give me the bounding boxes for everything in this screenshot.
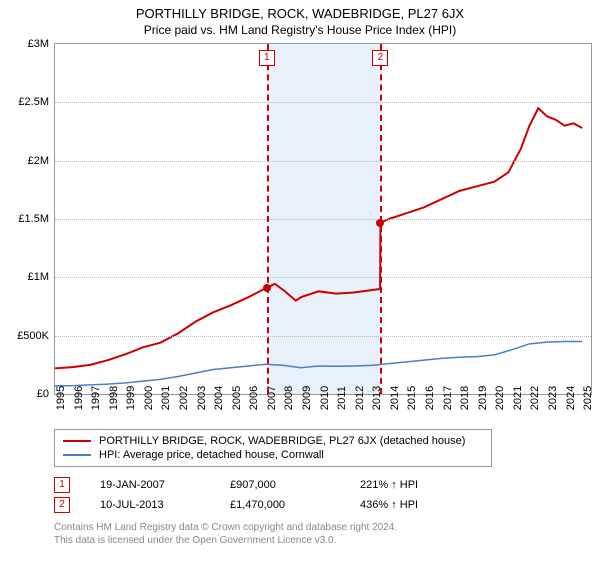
y-tick-label: £3M xyxy=(28,38,49,50)
series-hpi xyxy=(55,342,582,386)
legend-label: PORTHILLY BRIDGE, ROCK, WADEBRIDGE, PL27… xyxy=(99,435,465,447)
x-tick-label: 1996 xyxy=(73,386,85,410)
chart-container: PORTHILLY BRIDGE, ROCK, WADEBRIDGE, PL27… xyxy=(0,6,600,566)
x-tick-label: 2023 xyxy=(547,386,559,410)
event-number-box: 2 xyxy=(54,497,70,513)
event-price: £907,000 xyxy=(230,479,330,491)
legend-row: HPI: Average price, detached house, Corn… xyxy=(63,448,483,462)
event-dot xyxy=(263,284,271,292)
event-pct: 221% ↑ HPI xyxy=(360,479,460,491)
x-tick-label: 2009 xyxy=(301,386,313,410)
x-tick-label: 2004 xyxy=(213,386,225,410)
footer: Contains HM Land Registry data © Crown c… xyxy=(54,521,600,547)
x-tick-label: 2011 xyxy=(336,386,348,410)
x-tick-label: 2010 xyxy=(319,386,331,410)
x-tick-label: 1998 xyxy=(108,386,120,410)
legend-swatch xyxy=(63,440,91,442)
x-tick-label: 2002 xyxy=(178,386,190,410)
gridline xyxy=(55,336,591,337)
gridline xyxy=(55,277,591,278)
x-tick-label: 2005 xyxy=(231,386,243,410)
event-date: 19-JAN-2007 xyxy=(100,479,200,491)
x-tick-label: 2012 xyxy=(354,386,366,410)
event-number-box: 1 xyxy=(54,477,70,493)
event-date: 10-JUL-2013 xyxy=(100,499,200,511)
x-tick-label: 1995 xyxy=(55,386,67,410)
y-tick-label: £1M xyxy=(28,271,49,283)
chart-plot-area: £0£500K£1M£1.5M£2M£2.5M£3M19951996199719… xyxy=(54,43,592,395)
y-tick-label: £2.5M xyxy=(18,96,49,108)
legend: PORTHILLY BRIDGE, ROCK, WADEBRIDGE, PL27… xyxy=(54,429,492,467)
event-price: £1,470,000 xyxy=(230,499,330,511)
x-tick-label: 2017 xyxy=(442,386,454,410)
event-marker: 1 xyxy=(259,50,275,66)
y-tick-label: £500K xyxy=(17,330,49,342)
chart-title: PORTHILLY BRIDGE, ROCK, WADEBRIDGE, PL27… xyxy=(0,6,600,21)
x-tick-label: 2000 xyxy=(143,386,155,410)
event-line xyxy=(267,44,269,394)
x-tick-label: 1999 xyxy=(125,386,137,410)
chart-subtitle: Price paid vs. HM Land Registry's House … xyxy=(0,23,600,37)
legend-swatch xyxy=(63,454,91,456)
gridline xyxy=(55,102,591,103)
x-tick-label: 2019 xyxy=(477,386,489,410)
gridline xyxy=(55,219,591,220)
series-property xyxy=(55,108,582,368)
event-row: 2 10-JUL-2013 £1,470,000 436% ↑ HPI xyxy=(54,495,600,515)
x-tick-label: 2024 xyxy=(565,386,577,410)
events-list: 1 19-JAN-2007 £907,000 221% ↑ HPI 2 10-JUL-20… xyxy=(54,475,600,515)
x-tick-label: 2021 xyxy=(512,386,524,410)
event-pct: 436% ↑ HPI xyxy=(360,499,460,511)
event-marker: 2 xyxy=(372,50,388,66)
footer-line-2: This data is licensed under the Open Gov… xyxy=(54,534,600,547)
footer-line-1: Contains HM Land Registry data © Crown c… xyxy=(54,521,600,534)
x-tick-label: 2022 xyxy=(529,386,541,410)
x-tick-label: 2003 xyxy=(196,386,208,410)
event-dot xyxy=(376,219,384,227)
x-tick-label: 2001 xyxy=(160,386,172,410)
x-tick-label: 1997 xyxy=(90,386,102,410)
x-tick-label: 2018 xyxy=(459,386,471,410)
x-tick-label: 2006 xyxy=(248,386,260,410)
x-tick-label: 2014 xyxy=(389,386,401,410)
legend-row: PORTHILLY BRIDGE, ROCK, WADEBRIDGE, PL27… xyxy=(63,434,483,448)
y-tick-label: £1.5M xyxy=(18,213,49,225)
x-tick-label: 2016 xyxy=(424,386,436,410)
x-tick-label: 2025 xyxy=(582,386,594,410)
event-row: 1 19-JAN-2007 £907,000 221% ↑ HPI xyxy=(54,475,600,495)
gridline xyxy=(55,161,591,162)
x-tick-label: 2008 xyxy=(283,386,295,410)
y-tick-label: £0 xyxy=(37,388,49,400)
x-tick-label: 2020 xyxy=(494,386,506,410)
legend-label: HPI: Average price, detached house, Corn… xyxy=(99,449,324,461)
x-tick-label: 2015 xyxy=(406,386,418,410)
y-tick-label: £2M xyxy=(28,155,49,167)
